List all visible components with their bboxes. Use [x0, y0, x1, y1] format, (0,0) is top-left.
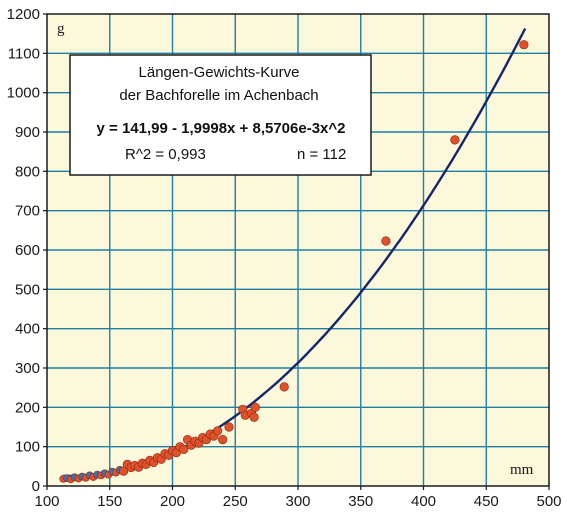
- y-tick-label-900: 900: [15, 124, 40, 141]
- annotation-box: Längen-Gewichts-Kurve der Bachforelle im…: [69, 54, 372, 176]
- plot-frame: [46, 13, 550, 487]
- x-tick-labels: 100 150 200 250 300 350 400 450 500: [34, 486, 562, 510]
- x-tick-label-300: 300: [285, 493, 310, 510]
- x-tick-label-250: 250: [223, 493, 248, 510]
- x-tick-label-450: 450: [474, 493, 499, 510]
- x-tick-label-200: 200: [160, 493, 185, 510]
- y-axis-unit-label: g: [57, 21, 65, 37]
- data-point: [381, 236, 391, 246]
- x-tick-label-400: 400: [411, 493, 436, 510]
- y-tick-label-1200: 1200: [7, 6, 40, 23]
- fit-equation: y = 141,99 - 1,9998x + 8,5706e-3x^2: [97, 120, 346, 137]
- data-point: [279, 382, 289, 392]
- y-tick-label-700: 700: [15, 203, 40, 220]
- data-point: [450, 135, 460, 145]
- data-point: [249, 412, 259, 422]
- x-axis-unit-label: mm: [510, 462, 534, 478]
- y-tick-labels: 0 100 200 300 400 500 600 700 800 900 1000 1100 1200: [7, 6, 47, 495]
- chart-title-line-1: Längen-Gewichts-Kurve: [139, 64, 300, 81]
- y-tick-label-1000: 1000: [7, 85, 40, 102]
- x-tick-label-150: 150: [97, 493, 122, 510]
- y-tick-label-300: 300: [15, 360, 40, 377]
- sample-size-label: n = 112: [297, 146, 346, 163]
- y-tick-label-100: 100: [15, 439, 40, 456]
- y-tick-label-0: 0: [32, 478, 40, 495]
- y-tick-label-400: 400: [15, 321, 40, 338]
- data-point: [519, 40, 529, 50]
- y-tick-label-600: 600: [15, 242, 40, 259]
- y-tick-label-500: 500: [15, 281, 40, 298]
- y-tick-label-800: 800: [15, 163, 40, 180]
- chart-title-line-2: der Bachforelle im Achenbach: [119, 87, 318, 104]
- data-point: [179, 444, 189, 455]
- data-point: [250, 402, 260, 412]
- annotation-box-frame: [69, 54, 372, 176]
- data-points: [59, 40, 529, 484]
- data-point: [218, 435, 228, 445]
- y-tick-label-1100: 1100: [8, 45, 40, 62]
- y-tick-label-200: 200: [15, 399, 40, 416]
- x-tick-label-100: 100: [34, 493, 59, 510]
- x-tick-label-350: 350: [348, 493, 373, 510]
- r-squared-label: R^2 = 0,993: [125, 146, 206, 163]
- data-point: [224, 422, 234, 432]
- data-point: [213, 426, 223, 436]
- x-tick-label-500: 500: [536, 493, 561, 510]
